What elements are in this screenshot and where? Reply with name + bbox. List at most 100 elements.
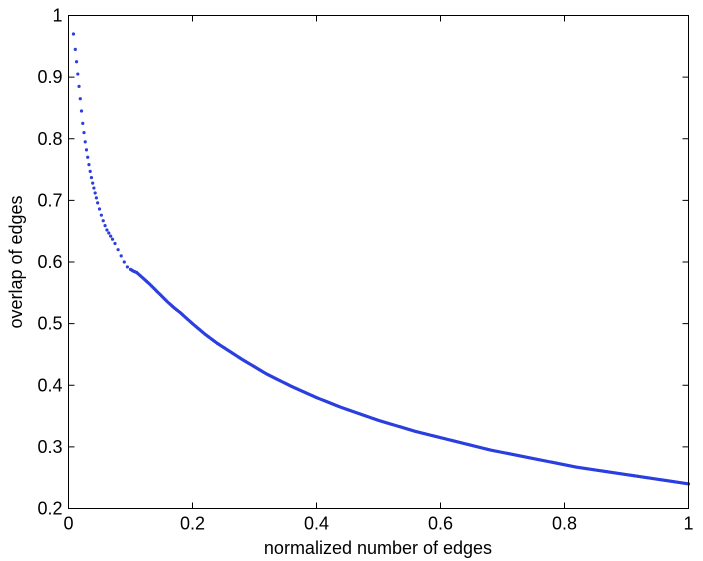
- data-point: [105, 228, 109, 232]
- data-point-interpolated: [499, 450, 503, 454]
- data-point-interpolated: [561, 462, 565, 467]
- data-point-interpolated: [524, 455, 528, 459]
- data-point: [74, 60, 79, 64]
- y-tick-label: 0.5: [37, 314, 62, 334]
- data-point: [92, 186, 96, 190]
- x-tick-label: 0.2: [180, 514, 205, 534]
- data-point-interpolated: [214, 340, 218, 345]
- data-point: [94, 196, 98, 200]
- data-point-interpolated: [636, 474, 640, 478]
- data-point-interpolated: [276, 378, 280, 382]
- data-point-interpolated: [462, 441, 466, 446]
- data-point: [73, 47, 77, 51]
- data-point-interpolated: [425, 432, 429, 436]
- data-point: [76, 72, 80, 76]
- data-point-interpolated: [158, 293, 162, 297]
- y-tick-label: 1: [52, 6, 62, 26]
- data-point-interpolated: [648, 476, 652, 480]
- data-point-interpolated: [134, 270, 138, 274]
- data-point-interpolated: [264, 371, 268, 376]
- y-tick-label: 0.9: [37, 67, 62, 87]
- data-point: [113, 241, 117, 246]
- data-point-interpolated: [487, 448, 491, 452]
- y-tick-label: 0.7: [37, 190, 62, 210]
- data-point-interpolated: [549, 460, 553, 464]
- data-point-interpolated: [239, 356, 243, 361]
- data-point: [89, 175, 94, 180]
- data-point-interpolated: [202, 331, 206, 335]
- data-point-interpolated: [363, 414, 367, 418]
- data-point: [109, 234, 113, 238]
- data-point-interpolated: [140, 275, 144, 279]
- data-point-interpolated: [623, 472, 627, 477]
- data-point-interpolated: [598, 469, 603, 473]
- y-tick-label: 0.8: [37, 129, 62, 149]
- data-point: [125, 265, 129, 269]
- data-point-interpolated: [152, 286, 156, 291]
- data-point: [79, 109, 84, 113]
- data-point: [96, 201, 100, 205]
- x-tick-label: 0.8: [552, 514, 577, 534]
- data-point-interpolated: [288, 384, 293, 388]
- data-point-interpolated: [164, 299, 169, 303]
- data-point-interpolated: [474, 444, 479, 449]
- data-point-interpolated: [375, 418, 379, 422]
- data-point: [88, 169, 92, 174]
- y-tick-label: 0.4: [37, 375, 62, 395]
- data-point: [86, 155, 90, 159]
- data-point-interpolated: [574, 465, 578, 469]
- data-point-interpolated: [189, 320, 193, 325]
- data-point-interpolated: [660, 478, 665, 482]
- data-point: [99, 213, 103, 217]
- plot-area: [71, 32, 691, 486]
- data-point: [119, 254, 123, 258]
- y-tick-label: 0.6: [37, 252, 62, 272]
- data-point-interpolated: [536, 457, 541, 462]
- data-point-interpolated: [450, 438, 454, 443]
- x-axis-label: normalized number of edges: [264, 538, 492, 558]
- data-point-interpolated: [388, 422, 392, 426]
- data-point-interpolated: [171, 304, 175, 309]
- data-point-interpolated: [350, 409, 355, 413]
- data-point-interpolated: [673, 480, 677, 484]
- x-tick-label: 0.6: [428, 514, 453, 534]
- data-point: [84, 148, 89, 152]
- data-point-interpolated: [226, 348, 231, 353]
- data-point-interpolated: [177, 309, 181, 314]
- y-tick-label: 0.3: [37, 437, 62, 457]
- x-tick-label: 0.4: [304, 514, 329, 534]
- data-point: [101, 219, 105, 223]
- data-point: [83, 140, 87, 144]
- data-point: [116, 248, 120, 252]
- data-point: [82, 130, 86, 135]
- x-tick-label: 0: [63, 514, 73, 534]
- data-point-interpolated: [437, 435, 441, 439]
- data-point-interpolated: [338, 405, 342, 409]
- axis-ticks: [68, 15, 689, 509]
- data-point: [122, 260, 126, 264]
- data-point: [91, 181, 95, 185]
- data-point: [81, 121, 85, 125]
- data-point-interpolated: [326, 400, 330, 404]
- data-point: [93, 191, 97, 195]
- data-point-interpolated: [251, 364, 255, 368]
- data-point: [87, 163, 91, 167]
- data-point-interpolated: [400, 425, 404, 430]
- data-point: [77, 84, 81, 88]
- data-point-interpolated: [146, 280, 150, 285]
- data-point-interpolated: [512, 453, 516, 457]
- x-tick-label: 1: [683, 514, 693, 534]
- data-point: [78, 97, 82, 101]
- data-point: [71, 32, 76, 36]
- axis-tick-labels: 0 0.2 0.4 0.6 0.8 10.20.30.40.50.60.70.80.91: [37, 6, 693, 534]
- y-axis-label: overlap of edges: [6, 195, 26, 328]
- data-point-interpolated: [301, 389, 305, 394]
- data-point: [103, 224, 107, 228]
- data-point: [97, 207, 102, 211]
- data-point: [110, 237, 115, 241]
- data-point-interpolated: [586, 467, 590, 471]
- data-point: [107, 231, 111, 235]
- y-tick-label: 0.2: [37, 499, 62, 519]
